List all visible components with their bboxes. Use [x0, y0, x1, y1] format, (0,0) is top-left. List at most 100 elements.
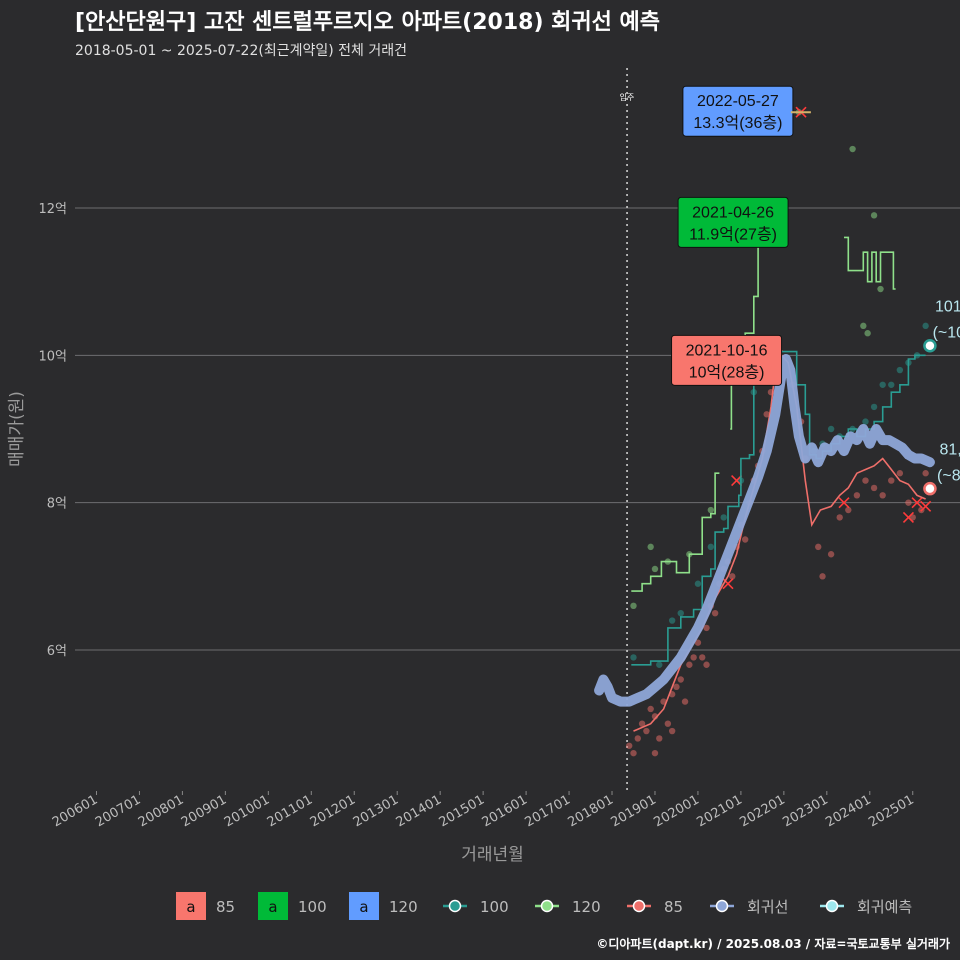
point-100 — [888, 381, 895, 388]
point-120 — [870, 212, 878, 219]
point-85 — [922, 470, 929, 477]
point-85 — [668, 727, 676, 735]
legend-line-label: 회귀선 — [747, 898, 788, 916]
x-tick-label: 202401 — [823, 792, 873, 830]
legend-line-marker — [632, 899, 646, 913]
point-85 — [905, 499, 912, 506]
point-85 — [686, 661, 693, 668]
point-85 — [879, 492, 886, 499]
callout-value: 13.3억(36층) — [693, 114, 782, 132]
x-tick-label: 202001 — [651, 792, 701, 830]
x-tick-label: 201001 — [222, 792, 272, 830]
end-point — [923, 338, 937, 353]
point-85 — [888, 477, 895, 484]
point-85 — [638, 720, 646, 727]
point-100 — [630, 654, 637, 661]
point-85 — [647, 705, 654, 713]
point-85 — [711, 609, 719, 617]
legend-line-label: 120 — [572, 898, 601, 916]
footer-credit: ©디아파트(dapt.kr) / 2025.08.03 / 자료=국토교통부 실… — [596, 937, 950, 951]
point-85 — [643, 727, 650, 735]
x-tick-label: 201501 — [437, 792, 487, 830]
legend-box-swatch — [349, 892, 379, 920]
x-tick-label: 200701 — [93, 792, 143, 830]
point-85 — [763, 411, 770, 418]
x-tick-label: 201201 — [308, 792, 358, 830]
callout-date: 2022-05-27 — [697, 93, 779, 110]
callout-value: 10억(28층) — [689, 363, 765, 381]
legend-box-swatch — [258, 892, 288, 920]
point-85 — [896, 470, 904, 477]
point-120 — [849, 145, 856, 153]
line-120 — [844, 236, 896, 290]
end-area-label: (~85㎡) — [937, 467, 960, 485]
legend-line-marker — [715, 899, 729, 913]
cross-marker — [838, 497, 850, 509]
x-tick-label: 200601 — [50, 792, 100, 830]
point-85 — [741, 536, 749, 543]
y-tick-label: 8억 — [47, 497, 67, 512]
y-axis-title: 매매가(원) — [7, 391, 27, 467]
point-85 — [870, 484, 878, 492]
y-tick-label: 12억 — [38, 202, 67, 217]
point-85 — [625, 742, 633, 749]
x-tick-label: 202201 — [737, 792, 787, 830]
x-tick-label: 201401 — [394, 792, 444, 830]
point-85 — [656, 735, 663, 742]
point-100 — [677, 609, 684, 617]
callout-box — [677, 196, 789, 248]
y-tick-label: 6억 — [47, 644, 67, 659]
point-120 — [707, 506, 715, 514]
point-85 — [836, 514, 843, 521]
point-85 — [630, 749, 637, 757]
x-tick-label: 202101 — [694, 792, 744, 830]
x-tick-label: 202301 — [780, 792, 830, 830]
end-value-label: 81,880 — [939, 442, 960, 459]
cross-marker — [920, 500, 932, 512]
point-120 — [647, 543, 654, 551]
point-85 — [651, 749, 659, 757]
legend-line-label: 100 — [480, 898, 509, 916]
point-85 — [729, 573, 736, 580]
point-120 — [864, 330, 871, 337]
point-100 — [870, 403, 878, 411]
point-100 — [668, 617, 676, 624]
legend-box-label: 85 — [216, 898, 235, 916]
point-85 — [664, 720, 672, 727]
legend-line-label: 회귀예측 — [857, 898, 912, 916]
legend-line-marker — [448, 899, 462, 913]
x-tick-label: 201701 — [523, 792, 573, 830]
legend-box-label: 120 — [389, 898, 418, 916]
point-100 — [896, 366, 904, 374]
point-100 — [656, 661, 663, 668]
x-tick-label: 201101 — [265, 792, 315, 830]
legend-box-glyph: a — [359, 898, 368, 916]
x-tick-label: 200901 — [179, 792, 229, 830]
x-tick-label: 201901 — [608, 792, 658, 830]
point-85 — [690, 654, 697, 661]
legend-line-marker — [825, 899, 839, 913]
x-tick-label: 201801 — [566, 792, 616, 830]
point-85 — [677, 676, 684, 683]
legend-box-label: 100 — [298, 898, 327, 916]
chart-title: [안산단원구] 고잔 센트럴푸르지오 아파트(2018) 회귀선 예측 — [75, 10, 661, 35]
point-120 — [651, 565, 659, 573]
point-85 — [681, 698, 689, 705]
cross-marker — [731, 475, 743, 487]
regression-line — [594, 354, 935, 707]
point-100 — [720, 514, 727, 521]
legend-box-glyph: a — [186, 898, 195, 916]
point-85 — [699, 654, 706, 661]
point-85 — [827, 551, 835, 558]
point-85 — [862, 477, 869, 484]
point-100 — [879, 381, 886, 388]
cross-marker — [911, 497, 923, 509]
point-100 — [694, 580, 702, 587]
point-100 — [707, 543, 715, 551]
point-85 — [673, 683, 680, 691]
point-85 — [819, 573, 826, 580]
x-axis-title: 거래년월 — [461, 845, 524, 865]
point-85 — [703, 661, 710, 668]
x-tick-label: 202501 — [866, 792, 916, 830]
